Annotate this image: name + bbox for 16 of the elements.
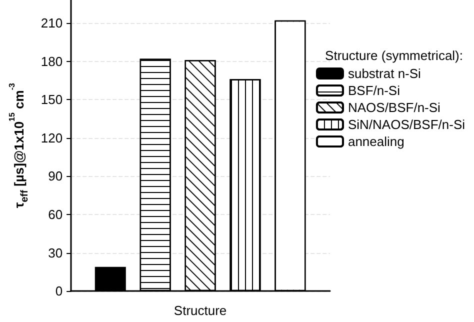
legend-title: Structure (symmetrical): xyxy=(325,48,464,63)
y-axis-title: τeff [µs]@1x1015 cm-3 xyxy=(8,82,30,208)
legend-label: SiN/NAOS/BSF/n-Si xyxy=(348,117,466,132)
y-tick-label: 30 xyxy=(48,245,63,260)
y-tick-label: 150 xyxy=(40,92,63,108)
y-tick-label: 0 xyxy=(55,284,63,299)
legend-label: NAOS/BSF/n-Si xyxy=(348,100,441,115)
y-tick-label: 90 xyxy=(48,168,63,184)
y-tick-label: 210 xyxy=(40,15,63,30)
x-axis-title: Structure xyxy=(174,303,227,318)
y-tick-label: 60 xyxy=(48,206,63,222)
legend-label: substrat n-Si xyxy=(348,66,422,81)
y-tick-label: 180 xyxy=(40,54,63,69)
legend-label: annealing xyxy=(348,134,404,149)
legend-label: BSF/n-Si xyxy=(348,83,400,98)
y-tick-label: 120 xyxy=(40,130,63,146)
